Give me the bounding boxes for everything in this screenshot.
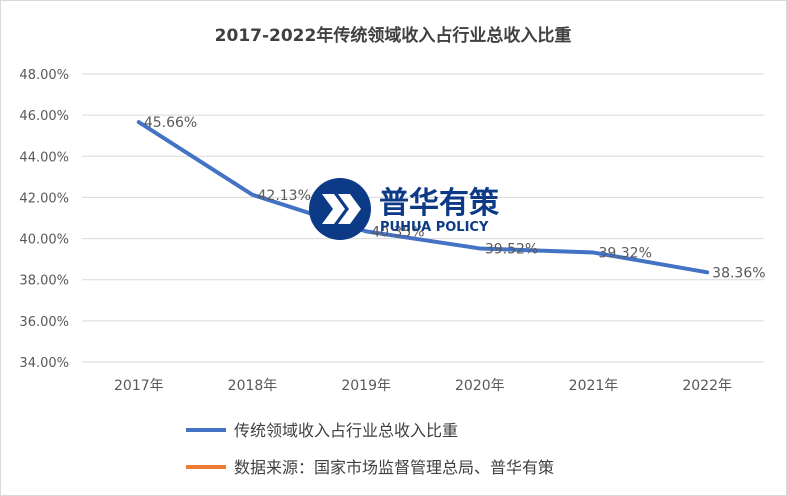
x-tick-label: 2019年 bbox=[341, 378, 391, 394]
x-tick-label: 2020年 bbox=[455, 378, 505, 394]
y-tick-label: 38.00% bbox=[19, 274, 69, 289]
watermark-chevron-icon bbox=[338, 194, 361, 224]
x-tick-label: 2021年 bbox=[569, 378, 619, 394]
y-axis-ticks: 34.00% 36.00% 38.00% 40.00% 42.00% 44.00% 46.0… bbox=[19, 68, 69, 371]
y-tick-label: 44.00% bbox=[19, 150, 69, 165]
data-label: 39.52% bbox=[485, 241, 538, 257]
watermark-text-cn: 普华有策 bbox=[379, 186, 499, 221]
series-layer bbox=[136, 120, 710, 275]
x-tick-label: 2017年 bbox=[114, 378, 164, 394]
legend-label-series: 传统领域收入占行业总收入比重 bbox=[234, 421, 458, 440]
y-tick-label: 46.00% bbox=[19, 109, 69, 124]
y-tick-label: 48.00% bbox=[19, 68, 69, 83]
data-labels: 45.66% 42.13% 40.35% 39.52% 39.32% 38.36% bbox=[144, 115, 766, 281]
legend-label-source: 数据来源：国家市场监督管理总局、普华有策 bbox=[234, 458, 554, 477]
x-tick-label: 2022年 bbox=[682, 378, 732, 394]
watermark-logo: 普华有策 PUHUA POLICY bbox=[309, 178, 499, 240]
series-line bbox=[136, 120, 710, 275]
data-label: 40.35% bbox=[371, 224, 424, 240]
data-label: 42.13% bbox=[258, 188, 311, 204]
y-tick-label: 42.00% bbox=[19, 191, 69, 206]
watermark-chevron-icon bbox=[322, 194, 345, 224]
legend: 传统领域收入占行业总收入比重 数据来源：国家市场监督管理总局、普华有策 bbox=[186, 421, 554, 477]
gridlines bbox=[82, 73, 764, 363]
data-label: 45.66% bbox=[144, 115, 197, 131]
x-axis-ticks: 2017年 2018年 2019年 2020年 2021年 2022年 bbox=[114, 378, 732, 394]
watermark-text-en: PUHUA POLICY bbox=[380, 220, 489, 235]
y-tick-label: 40.00% bbox=[19, 233, 69, 248]
x-tick-label: 2018年 bbox=[228, 378, 278, 394]
y-tick-label: 34.00% bbox=[19, 356, 69, 371]
chart-title: 2017-2022年传统领域收入占行业总收入比重 bbox=[215, 25, 572, 46]
data-label: 39.32% bbox=[599, 246, 652, 262]
y-tick-label: 36.00% bbox=[19, 315, 69, 330]
data-label: 38.36% bbox=[712, 265, 765, 281]
